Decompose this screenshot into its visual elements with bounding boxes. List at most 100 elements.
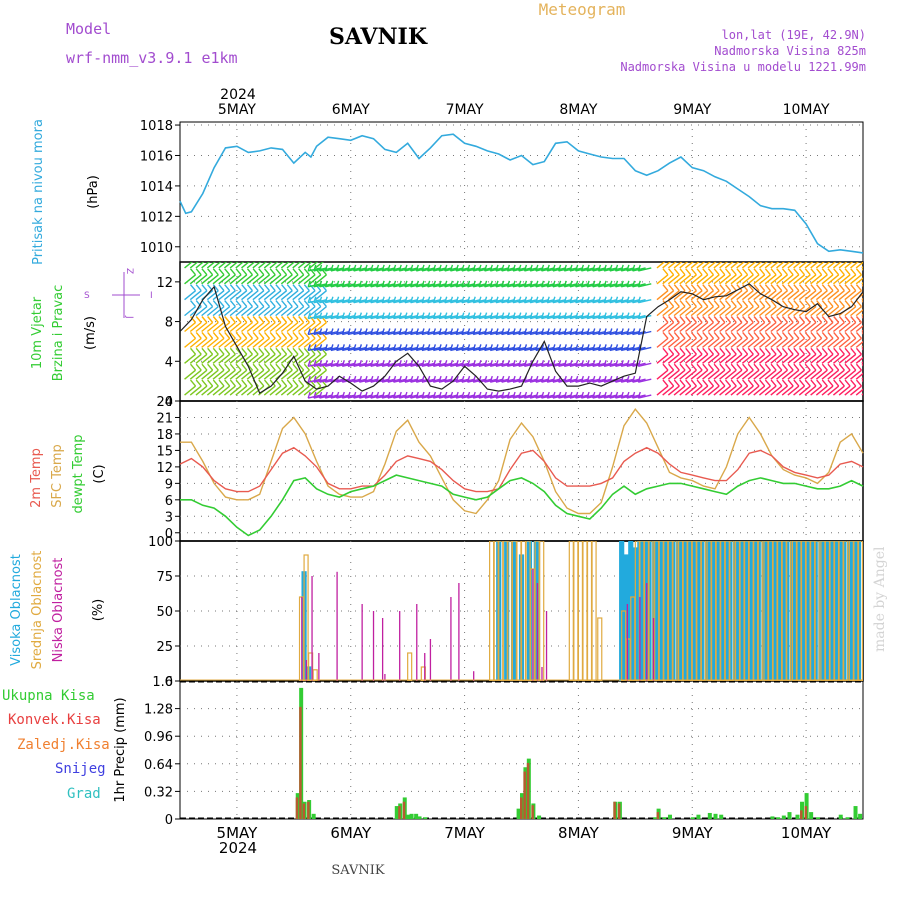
wind-barb [269,385,282,396]
wind-barb-flag [868,380,873,386]
wind-barb [679,274,692,285]
wind-barb-flag [668,363,675,371]
wind-barb [303,262,313,269]
wind-barb [810,290,823,301]
top-date-labels: 5MAY 6MAY 7MAY 8MAY 9MAY 10MAY [218,102,830,118]
wind-barb-flag [702,331,709,339]
wind-barb [679,353,692,364]
wind-barb [184,306,196,317]
wind-barb [229,353,242,364]
wind-barb-flag [707,268,715,276]
wind-barb-flag [489,264,493,272]
wind-barb [713,290,726,301]
wind-barb-flag [764,331,771,339]
wind-barb-flag [489,375,493,383]
wind-barb-flag [787,331,794,339]
conv-rain-bar [613,801,616,819]
wind-barb [770,262,780,269]
cloud-mid-bar [814,541,820,681]
wind-barb-flag [552,296,556,303]
wind-barb-flag [415,312,419,319]
wind-barb [286,385,299,396]
wind-barb [303,337,316,348]
wind-barb [269,337,282,348]
wind-barb-flag [195,379,202,387]
wind-barb-flag [190,379,197,387]
wind-barb-flag [725,300,732,308]
wind-barb [747,353,760,364]
wind-barb-flag [375,264,380,272]
wind-barb-flag [674,253,679,259]
wind-barb-flag [421,280,425,288]
wind-barb-flag [804,331,811,339]
wind-barb [241,306,253,317]
wind-barb-flag [512,280,516,288]
wind-barb-flag [668,379,675,387]
dewpt-line [180,474,864,537]
wind-barb-flag [375,280,380,288]
wind-barb [684,321,697,333]
wind-barb-flag [850,268,857,276]
wind-barb-flag [307,280,311,288]
wind-barb-flag [281,316,288,323]
legend-freezing-rain: Zaledj.Kisa [17,737,110,753]
wind-barb-flag [281,300,288,308]
wind-barb-flag [292,284,299,292]
wind-barb-flag [631,280,636,288]
wind-barb-flag [512,296,516,303]
wind-barb-flag [387,328,391,335]
wind-barb-flag [330,360,334,367]
wind-barb-flag [719,331,726,339]
wind-barb [753,337,766,348]
wind-barb-flag [580,344,585,351]
conv-rain-bar [656,812,660,819]
wind-barb-flag [229,331,236,339]
wind-barb-flag [269,268,276,276]
wind-barb [758,385,771,396]
wind-barb [793,353,806,364]
wind-barb-flag [455,312,459,319]
wind-barb-flag [229,347,236,355]
wind-barb-flag [375,312,380,319]
wind-barb-flag [264,268,271,276]
wind-barb-flag [713,316,720,323]
wind-barb [258,353,270,364]
series-lines [179,133,864,537]
wind-barb-flag [804,268,811,276]
wind-barb [189,353,202,364]
wind-barb-flag [404,328,408,335]
wind-barb-flag [409,328,414,335]
wind-barb [201,353,214,364]
wind-barb-flag [563,312,567,319]
wind-barb-flag [404,296,408,303]
wind-barb-flag [707,363,715,371]
wind-barb-flag [229,300,236,308]
wind-barb-flag [742,379,749,387]
wind-barb-flag [592,312,596,319]
wind-barb [713,353,726,364]
wind-barb-flag [275,316,282,323]
wind-barb-flag [850,316,857,323]
wind-barb [201,321,214,333]
wind-barb-flag [218,379,225,387]
wind-barb [787,337,800,348]
wind-barb [815,353,828,364]
wind-barb-flag [833,347,840,355]
wind-barb [690,274,703,285]
wind-barb-flag [668,347,675,355]
wind-barb-flag [392,312,397,319]
wind-barb-flag [432,280,437,288]
wind-barb [263,321,276,333]
wind-barb [184,321,196,333]
wind-barb-flag [868,364,873,370]
wind-barb-flag [804,363,811,371]
wind-barb [753,353,766,364]
wind-barb [821,337,834,348]
wind-barb [235,274,248,285]
wind-barb-flag [776,284,783,292]
wind-barb-flag [483,328,488,335]
wind-barb-flag [725,316,732,323]
wind-barb-flag [787,347,794,355]
wind-barb-flag [523,264,528,272]
wind-barb-flag [690,300,697,308]
